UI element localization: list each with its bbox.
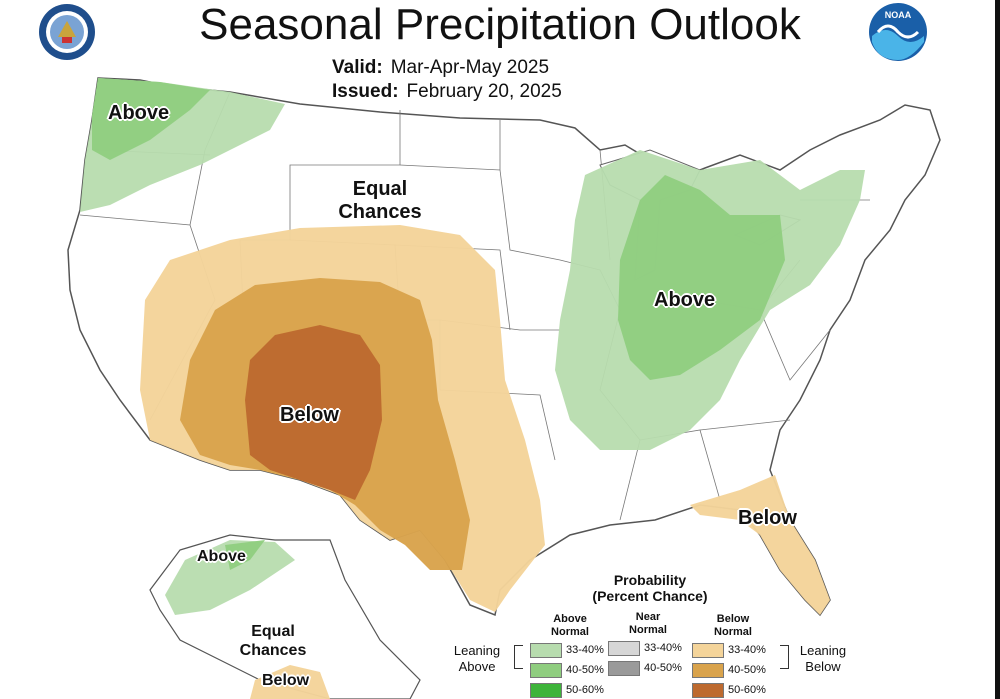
southeast-below-33-40 [690,475,830,615]
label-alaska-equal-chances: Equal Chances [239,623,307,659]
valid-value: Mar-Apr-May 2025 [390,57,550,78]
legend-above-40-50-label: 40-50% [566,664,604,676]
noaa-logo-text: NOAA [885,10,912,20]
alaska-above-40-50 [225,540,265,570]
legend-near-header: Near Normal [629,611,667,636]
east-above-40-50 [618,175,785,380]
issued-line: Issued: February 20, 2025 [332,81,562,103]
legend-above-50-60-label: 50-60% [566,684,604,696]
department-of-commerce-seal-icon [39,4,95,60]
legend-below-40-50-label: 40-50% [728,664,766,676]
legend-near-33-40-label: 33-40% [644,642,682,654]
legend-above-50-60-swatch [530,683,562,698]
legend-below-33-40-label: 33-40% [728,644,766,656]
legend-leaning-above: Leaning Above [453,643,501,674]
legend-near-33-40-swatch [608,641,640,656]
issued-label: Issued: [332,81,399,102]
page-title: Seasonal Precipitation Outlook [199,0,801,49]
legend-bracket-left [514,645,523,669]
legend-below-header: Below Normal [714,613,752,638]
label-alaska-below: Below [262,672,310,689]
legend-above-33-40-swatch [530,643,562,658]
probability-legend: Probability (Percent Chance) Above Norma… [440,566,860,699]
legend-below-33-40-swatch [692,643,724,658]
label-equal-chances: Equal Chances [338,178,422,223]
frame-edge [995,0,1000,699]
legend-below-50-60-swatch [692,683,724,698]
legend-near-40-50-label: 40-50% [644,662,682,674]
southwest-below-50-60 [245,325,382,500]
label-alaska-above: Above [197,548,246,565]
legend-below-50-60-label: 50-60% [728,684,766,696]
issued-value: February 20, 2025 [406,81,562,102]
legend-bracket-right [780,645,789,669]
legend-above-40-50-swatch [530,663,562,678]
label-northwest-above: Above [108,102,170,124]
label-southeast-below: Below [738,507,797,529]
noaa-logo-icon: NOAA [869,3,927,61]
legend-near-40-50-swatch [608,661,640,676]
valid-label: Valid: [332,57,383,78]
legend-above-header: Above Normal [551,613,589,638]
alaska-below-33-40 [250,665,330,699]
alaska-above-33-40 [165,540,295,615]
label-ohio-valley-above: Above [654,289,716,311]
valid-line: Valid: Mar-Apr-May 2025 [332,57,549,79]
northwest-above-40-50 [92,78,210,160]
legend-below-40-50-swatch [692,663,724,678]
legend-leaning-below: Leaning Below [799,643,847,674]
legend-title: Probability (Percent Chance) [592,572,708,604]
label-southwest-below: Below [280,404,339,426]
legend-above-33-40-label: 33-40% [566,644,604,656]
